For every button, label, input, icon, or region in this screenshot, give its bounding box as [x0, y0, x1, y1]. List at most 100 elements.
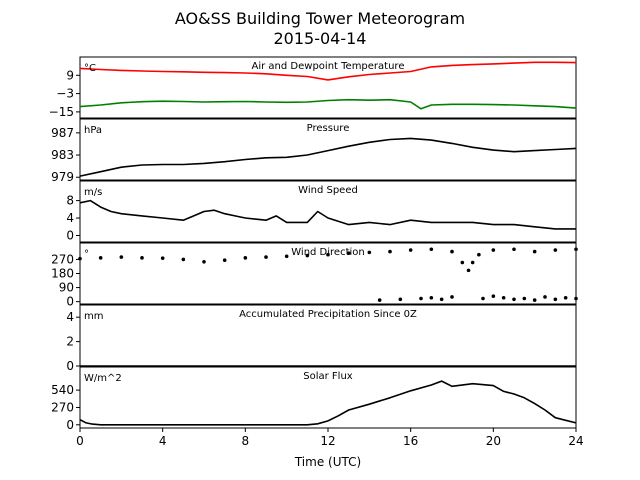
unit-label: m/s — [84, 187, 102, 198]
data-point — [450, 295, 454, 299]
unit-label: mm — [84, 311, 103, 322]
y-tick-label: 90 — [59, 281, 74, 295]
y-tick-label: 979 — [51, 170, 74, 184]
panel-solar-flux: 0 270 540 W/m^2 Solar Flux — [51, 366, 577, 432]
panel-pressure: 979 983 987 hPa Pressure — [51, 118, 577, 184]
y-tick-label: 270 — [51, 400, 74, 414]
data-point — [512, 297, 516, 302]
data-point — [346, 251, 351, 255]
y-tick-label: −15 — [49, 105, 74, 119]
data-point — [460, 260, 465, 265]
y-tick-label: 0 — [66, 418, 74, 432]
y-tick-label: 983 — [51, 148, 74, 162]
panel-frame — [79, 118, 577, 181]
panel-title: Accumulated Precipitation Since 0Z — [239, 309, 417, 320]
data-point — [419, 296, 423, 301]
data-point — [466, 268, 471, 273]
x-tick-label: 4 — [159, 434, 167, 448]
panel-title: Wind Speed — [298, 185, 358, 196]
y-tick-label: 540 — [51, 383, 74, 397]
panel-frame — [79, 56, 577, 119]
data-point — [140, 256, 144, 260]
y-tick-label: 2 — [66, 335, 74, 349]
data-point — [429, 247, 434, 252]
data-point — [284, 254, 289, 259]
data-point — [181, 257, 186, 262]
x-tick-label: 24 — [568, 434, 583, 448]
data-point — [160, 256, 165, 260]
series-line-0 — [79, 199, 576, 230]
data-point — [501, 295, 506, 300]
y-tick-label: 9 — [66, 68, 74, 82]
y-tick-label: 8 — [66, 194, 74, 208]
data-point — [408, 248, 413, 252]
data-point — [522, 296, 527, 301]
panel-title: Wind Direction — [291, 247, 365, 258]
data-point — [222, 258, 227, 263]
data-point — [305, 253, 310, 258]
panel-title: Pressure — [307, 123, 350, 134]
data-point — [574, 296, 578, 301]
unit-label: hPa — [84, 125, 102, 136]
data-point — [532, 249, 537, 254]
panels-group: −15−39 °C Air and Dewpoint Temperature9799… — [49, 56, 578, 432]
series-line-0 — [79, 61, 577, 81]
data-point — [477, 252, 481, 257]
data-point — [553, 248, 558, 252]
y-tick-label: 0 — [66, 359, 74, 373]
y-tick-label: 0 — [66, 295, 74, 309]
series-line-0 — [79, 380, 577, 426]
x-tick-label: 0 — [76, 434, 84, 448]
y-tick-label: 180 — [51, 267, 74, 281]
x-tick-label: 20 — [486, 434, 501, 448]
panel-frame — [79, 180, 577, 243]
x-axis-label: Time (UTC) — [294, 455, 361, 469]
data-point — [439, 297, 444, 302]
data-point — [202, 259, 206, 264]
y-tick-label: 987 — [51, 126, 74, 140]
data-point — [491, 248, 496, 252]
series-line-0 — [79, 137, 577, 177]
y-tick-label: 4 — [66, 310, 74, 324]
y-tick-label: −3 — [56, 87, 74, 101]
data-point — [450, 249, 454, 254]
data-point — [243, 256, 248, 260]
data-point — [481, 296, 485, 301]
unit-label: ° — [84, 249, 89, 260]
data-point — [512, 247, 516, 252]
data-point — [563, 295, 568, 300]
data-point — [264, 255, 268, 259]
x-tick-label: 12 — [320, 434, 335, 448]
y-tick-label: 4 — [66, 211, 74, 225]
panel-air-dewpoint-temperature: −15 −3 9 °C Air and Dewpoint Temperature — [49, 56, 577, 119]
data-point — [532, 298, 537, 302]
unit-label: W/m^2 — [84, 373, 122, 384]
unit-label: °C — [84, 63, 96, 74]
data-point — [398, 297, 403, 302]
data-point — [388, 249, 392, 254]
data-point — [78, 256, 82, 261]
series-line-1 — [79, 98, 577, 110]
data-point — [98, 256, 103, 260]
figure-title-line2: 2015-04-14 — [274, 29, 367, 48]
data-point — [553, 297, 558, 302]
figure-title-line1: AO&SS Building Tower Meteorogram — [175, 9, 465, 28]
data-point — [543, 295, 547, 299]
y-tick-label: 270 — [51, 252, 74, 266]
data-point — [119, 255, 124, 259]
data-point — [377, 298, 382, 302]
panel-accumulated-precipitation: 0 2 4 mm Accumulated Precipitation Since 0Z — [66, 304, 577, 373]
data-point — [470, 260, 475, 265]
data-point — [491, 294, 496, 298]
x-axis: 0 4 8 12 16 20 24 — [76, 428, 584, 448]
data-point — [326, 252, 330, 257]
data-point — [429, 295, 434, 300]
panel-title: Solar Flux — [303, 371, 353, 382]
panel-title: Air and Dewpoint Temperature — [252, 61, 405, 72]
data-point — [367, 250, 372, 255]
x-tick-label: 8 — [242, 434, 250, 448]
x-tick-label: 16 — [403, 434, 418, 448]
data-point — [574, 247, 578, 252]
